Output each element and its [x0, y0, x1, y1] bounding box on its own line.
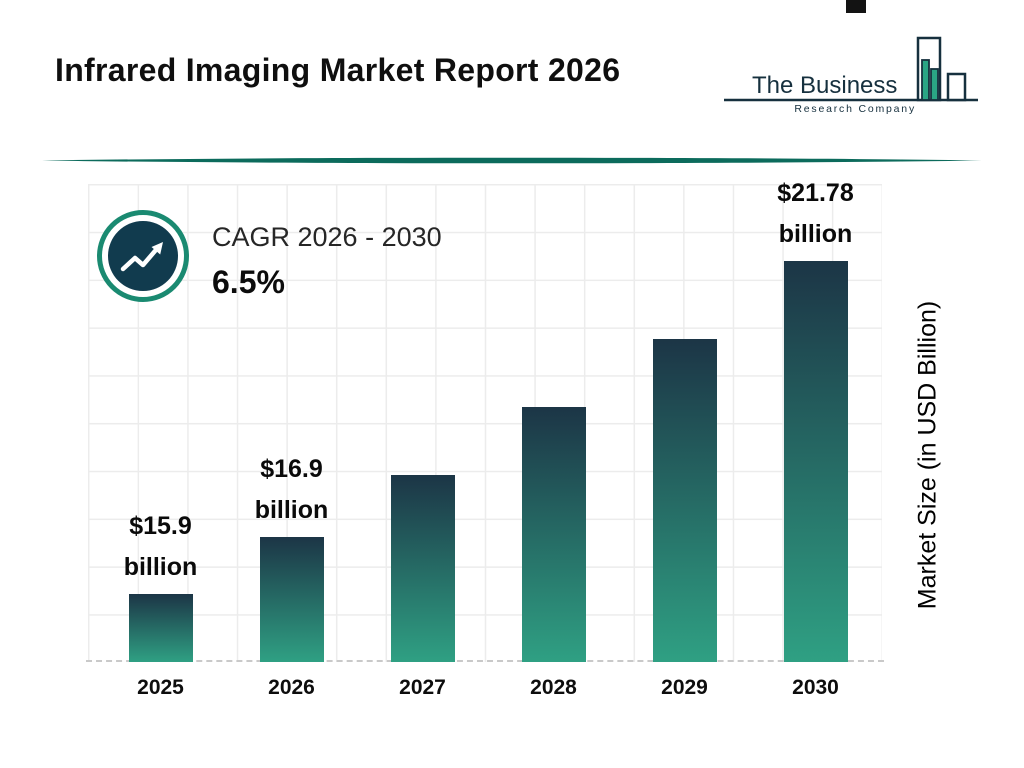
x-axis-label-2025: 2025 — [137, 676, 184, 699]
x-axis-label-2026: 2026 — [268, 676, 315, 699]
company-logo: The Business Research Company — [722, 36, 984, 132]
bar-column-2025: $15.9 billion — [95, 506, 226, 662]
bar-2025 — [128, 594, 193, 662]
x-axis-labels: 2025 2026 2027 2028 2029 2030 — [95, 676, 881, 700]
cagr-value: 6.5% — [212, 264, 285, 300]
growth-trend-icon — [97, 210, 189, 302]
x-axis-baseline — [86, 660, 884, 662]
top-edge-mark — [846, 0, 866, 13]
growth-arrow-circle — [108, 221, 178, 291]
bar-column-2029 — [619, 339, 750, 662]
chart-gridlines — [88, 184, 882, 662]
up-arrow-icon — [120, 242, 163, 272]
logo-bar-chart-icon — [724, 36, 978, 102]
page-title: Infrared Imaging Market Report 2026 — [55, 52, 621, 88]
logo-text-primary: The Business — [752, 72, 898, 99]
bar-value-label-2026: $16.9 billion — [254, 455, 329, 524]
bar-2030 — [783, 261, 848, 662]
x-axis-label-2029: 2029 — [661, 676, 708, 699]
bar-column-2028 — [488, 407, 619, 662]
bar-column-2030: $21.78 billion — [750, 173, 881, 662]
x-axis-label-2028: 2028 — [530, 676, 577, 699]
bar-value-label-2025: $15.9 billion — [123, 512, 198, 581]
x-axis-label-2030: 2030 — [792, 676, 839, 699]
bar-2028 — [521, 407, 586, 662]
bar-value-label-2030: $21.78 billion — [777, 179, 854, 248]
bar-2026 — [259, 537, 324, 662]
logo-text-secondary: Research Company — [794, 103, 916, 115]
bar-2027 — [390, 475, 455, 662]
x-axis-label-2027: 2027 — [399, 676, 446, 699]
divider-line — [42, 157, 982, 164]
bar-column-2027 — [357, 475, 488, 662]
bar-column-2026: $16.9 billion — [226, 449, 357, 662]
bar-chart: $15.9 billion $16.9 billion $21.78 billion — [95, 179, 881, 662]
bar-2029 — [652, 339, 717, 662]
cagr-period-label: CAGR 2026 - 2030 — [212, 222, 442, 252]
y-axis-title: Market Size (in USD Billion) — [913, 300, 942, 610]
